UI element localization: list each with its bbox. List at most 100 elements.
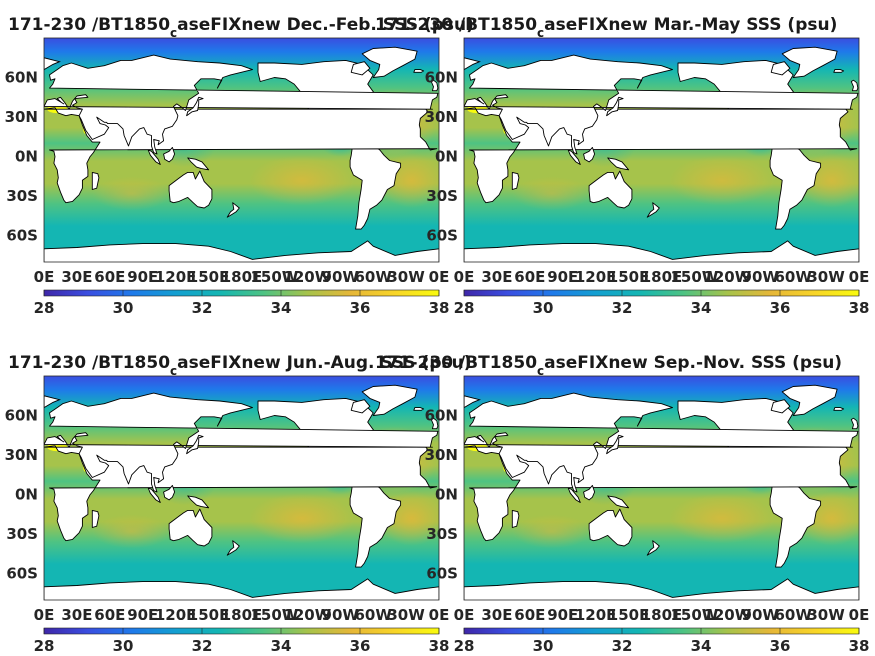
colorbar-tick-label: 38 (849, 637, 870, 655)
land-iceland (833, 69, 845, 73)
x-tick-label: 90W (742, 606, 780, 624)
sss-panel-sep-nov: 171-230 /BT1850caseFIXnew Sep.-Nov. SSS … (375, 353, 869, 655)
land-new-zealand (646, 540, 660, 556)
colorbar (463, 289, 860, 297)
high-salinity-region (669, 493, 775, 544)
y-tick-label: 30N (5, 108, 38, 126)
x-tick-label: 120W (703, 606, 751, 624)
land-japan (186, 434, 204, 455)
high-salinity-region (512, 176, 592, 211)
x-tick-label: 30E (481, 606, 512, 624)
x-tick-label: 0E (429, 268, 450, 286)
colorbar-tick-label: 28 (34, 299, 55, 317)
x-tick-label: 120W (703, 268, 751, 286)
y-tick-label: 60N (5, 407, 38, 425)
sss-field (44, 38, 439, 262)
colorbar-tick-label: 30 (533, 299, 554, 317)
x-tick-label: 90E (547, 268, 578, 286)
y-tick-label: 30N (5, 446, 38, 464)
x-tick-label: 120E (155, 606, 197, 624)
high-salinity-region (92, 176, 172, 211)
land-australia (588, 508, 633, 547)
colorbar-tick-label: 28 (454, 299, 475, 317)
colorbar-tick-label: 38 (849, 299, 870, 317)
colorbar-tick-label: 30 (113, 637, 134, 655)
x-tick-label: 30W (807, 268, 845, 286)
panel-title-main: 171-230 /BT1850 (375, 15, 537, 35)
y-tick-label: 30N (425, 108, 458, 126)
land-iceland (413, 69, 425, 73)
x-tick-label: 60E (94, 268, 125, 286)
land-madagascar (91, 171, 100, 190)
x-tick-label: 60W (354, 606, 392, 624)
land-madagascar (511, 171, 520, 190)
x-tick-label: 90E (547, 606, 578, 624)
x-tick-label: 0E (849, 606, 870, 624)
land-greenland (361, 384, 418, 416)
land-africa (464, 107, 858, 204)
colorbar-tick-label: 30 (533, 637, 554, 655)
x-tick-label: 90W (742, 268, 780, 286)
land-south-america (349, 140, 402, 230)
land-australia (168, 508, 213, 547)
land-britain (430, 417, 439, 430)
panel-title-tail: aseFIXnew Mar.-May SSS (psu) (544, 15, 837, 35)
land-south-america (769, 478, 822, 568)
land-antarctica (44, 578, 439, 600)
x-tick-label: 0E (849, 268, 870, 286)
land-eurasia (44, 392, 439, 493)
panel-title-subscript: c (170, 364, 177, 378)
x-tick-label: 30W (387, 606, 425, 624)
panel-title: 171-230 /BT1850caseFIXnew Sep.-Nov. SSS … (375, 353, 842, 378)
x-tick-label: 90E (127, 268, 158, 286)
x-tick-label: 120W (283, 606, 331, 624)
x-tick-label: 90W (322, 606, 360, 624)
land-new-guinea (607, 157, 630, 171)
land-antarctica (464, 240, 859, 262)
y-tick-label: 60N (425, 69, 458, 87)
x-tick-label: 180E (221, 268, 263, 286)
x-tick-label: 0E (34, 606, 55, 624)
land-sumatra (567, 487, 581, 503)
y-tick-label: 30S (6, 187, 38, 205)
colorbar-tick-label: 28 (454, 637, 475, 655)
x-tick-label: 90W (322, 268, 360, 286)
map-frame (43, 375, 440, 601)
land-borneo (583, 484, 596, 501)
land-borneo (583, 146, 596, 163)
land-africa (464, 445, 858, 542)
panel-title: 171-230 /BT1850caseFIXnew Mar.-May SSS (… (375, 15, 837, 40)
panel-title-main: 171-230 /BT1850 (8, 15, 170, 35)
land-south-america (349, 478, 402, 568)
x-tick-label: 120E (575, 268, 617, 286)
land-baffin (770, 399, 791, 414)
colorbar-tick-label: 28 (34, 637, 55, 655)
colorbar-tick-label: 34 (691, 299, 712, 317)
colorbar-tick-label: 36 (350, 299, 371, 317)
y-tick-label: 30S (426, 187, 458, 205)
land-new-zealand (226, 202, 240, 218)
panel-title-tail: aseFIXnew Jun.-Aug. SSS (psu) (177, 353, 471, 373)
x-tick-label: 150E (608, 268, 650, 286)
land-africa (44, 107, 438, 204)
high-salinity-region (249, 493, 355, 544)
land-japan (606, 96, 624, 117)
y-tick-label: 60N (5, 69, 38, 87)
sss-panel-jun-aug: 171-230 /BT1850caseFIXnew Jun.-Aug. SSS … (5, 353, 472, 655)
land-africa (44, 445, 438, 542)
land-new-zealand (226, 540, 240, 556)
x-tick-label: 30E (61, 268, 92, 286)
y-tick-label: 60N (425, 407, 458, 425)
x-tick-label: 30E (61, 606, 92, 624)
land-australia (588, 170, 633, 209)
colorbar-tick-label: 32 (192, 299, 213, 317)
land-greenland (781, 384, 838, 416)
sss-panel-mar-may: 171-230 /BT1850caseFIXnew Mar.-May SSS (… (375, 15, 869, 317)
land-borneo (163, 484, 176, 501)
x-tick-label: 60W (774, 268, 812, 286)
x-tick-label: 180E (221, 606, 263, 624)
x-tick-label: 60E (514, 268, 545, 286)
land-greenland (781, 46, 838, 78)
x-tick-label: 60W (774, 606, 812, 624)
